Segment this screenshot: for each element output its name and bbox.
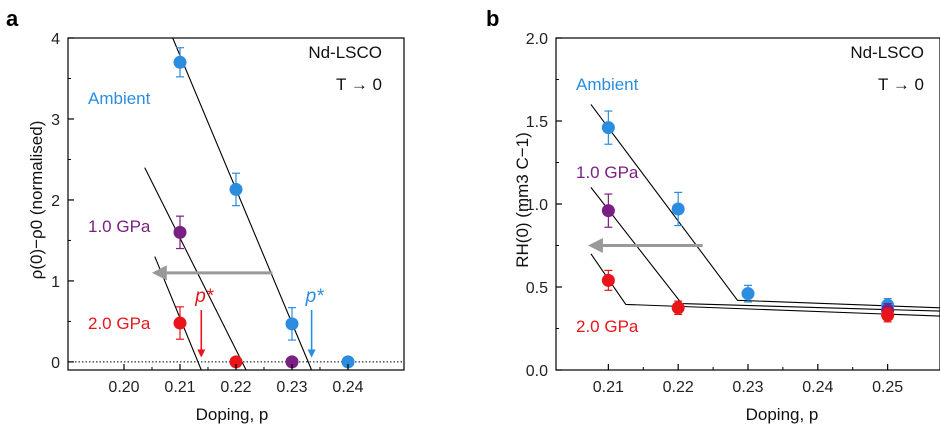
panel-a-x-axis-title: Doping, p — [196, 405, 269, 424]
x-tick-label: 0.22 — [663, 379, 694, 396]
series-label: 2.0 GPa — [88, 314, 151, 333]
x-tick-label: 0.22 — [220, 379, 251, 396]
panel-a-pstar-markers: p* p* — [194, 286, 325, 358]
data-point — [285, 355, 299, 369]
y-tick-label: 0.0 — [526, 363, 548, 380]
x-tick-label: 0.23 — [276, 379, 307, 396]
panel-a-fit-lines — [144, 37, 313, 371]
panel-a-data-points — [173, 47, 355, 369]
data-point — [341, 355, 355, 369]
panel-b-letter: b — [486, 6, 499, 31]
x-tick-label: 0.23 — [732, 379, 763, 396]
y-tick-label: 1 — [51, 274, 60, 291]
panel-b-series-labels: Ambient 1.0 GPa 2.0 GPa — [576, 75, 639, 336]
panel-b-fit-lines — [590, 104, 940, 317]
y-tick-label: 0.5 — [526, 280, 548, 297]
data-point — [601, 121, 615, 135]
data-point — [229, 355, 243, 369]
fit-line — [144, 167, 247, 371]
fit-line — [172, 37, 313, 371]
fit-line — [590, 187, 940, 312]
data-point — [173, 225, 187, 239]
data-point — [285, 317, 299, 331]
series-label: 1.0 GPa — [576, 163, 639, 182]
series-label: Ambient — [88, 89, 151, 108]
panel-a-letter: a — [6, 6, 19, 31]
panel-b-x-ticks: 0.21 0.22 0.23 0.24 0.25 — [593, 364, 903, 396]
panel-a-annotation-limit: T → 0 — [336, 75, 382, 94]
panel-a-y-ticks: 0 1 2 3 4 — [51, 31, 74, 372]
y-tick-label: 1.0 — [526, 197, 548, 214]
panel-a-series-labels: Ambient 1.0 GPa 2.0 GPa — [88, 89, 151, 333]
y-tick-label: 2.0 — [526, 31, 548, 48]
x-tick-label: 0.20 — [108, 379, 139, 396]
y-tick-label: 1.5 — [526, 114, 548, 131]
panel-b-y-ticks: 0.0 0.5 1.0 1.5 2.0 — [526, 31, 562, 380]
data-point — [881, 308, 895, 322]
panel-a-annotation-sample: Nd-LSCO — [308, 43, 382, 62]
panel-a: a 0.20 0.21 0.22 0.23 0.24 0 1 2 3 4 Ambient 1.0 … — [6, 6, 405, 424]
panel-b: b 0.21 0.22 0.23 0.24 0.25 0.0 0.5 1.0 1.5 2.0 A… — [486, 6, 940, 424]
panel-b-x-axis-title: Doping, p — [746, 405, 819, 424]
y-tick-label: 2 — [51, 193, 60, 210]
panel-a-x-ticks: 0.20 0.21 0.22 0.23 0.24 — [108, 364, 364, 396]
data-point — [601, 204, 615, 218]
x-tick-label: 0.24 — [802, 379, 833, 396]
series-label: Ambient — [576, 75, 639, 94]
y-tick-label: 0 — [51, 355, 60, 372]
pstar-label: p* — [305, 286, 325, 307]
data-point — [671, 301, 685, 315]
data-point — [229, 182, 243, 196]
data-point — [741, 287, 755, 301]
x-tick-label: 0.21 — [593, 379, 624, 396]
data-point — [671, 202, 685, 216]
fit-line — [590, 253, 940, 317]
panel-b-data-points — [601, 110, 895, 323]
pstar-label: p* — [194, 286, 214, 307]
fit-line — [590, 104, 940, 309]
data-point — [173, 55, 187, 69]
x-tick-label: 0.24 — [332, 379, 363, 396]
panel-b-annotation-limit: T → 0 — [878, 75, 924, 94]
panel-b-annotation-sample: Nd-LSCO — [850, 43, 924, 62]
series-label: 2.0 GPa — [576, 317, 639, 336]
panel-b-y-axis-title: RH(0) (mm3 C−1) — [513, 132, 532, 268]
series-label: 1.0 GPa — [88, 217, 151, 236]
y-tick-label: 4 — [51, 31, 60, 48]
data-point — [173, 316, 187, 330]
x-tick-label: 0.21 — [164, 379, 195, 396]
data-point — [601, 273, 615, 287]
x-tick-label: 0.25 — [872, 379, 903, 396]
y-tick-label: 3 — [51, 112, 60, 129]
panel-a-y-axis-title: ρ(0)−ρ0 (normalised) — [27, 121, 46, 280]
